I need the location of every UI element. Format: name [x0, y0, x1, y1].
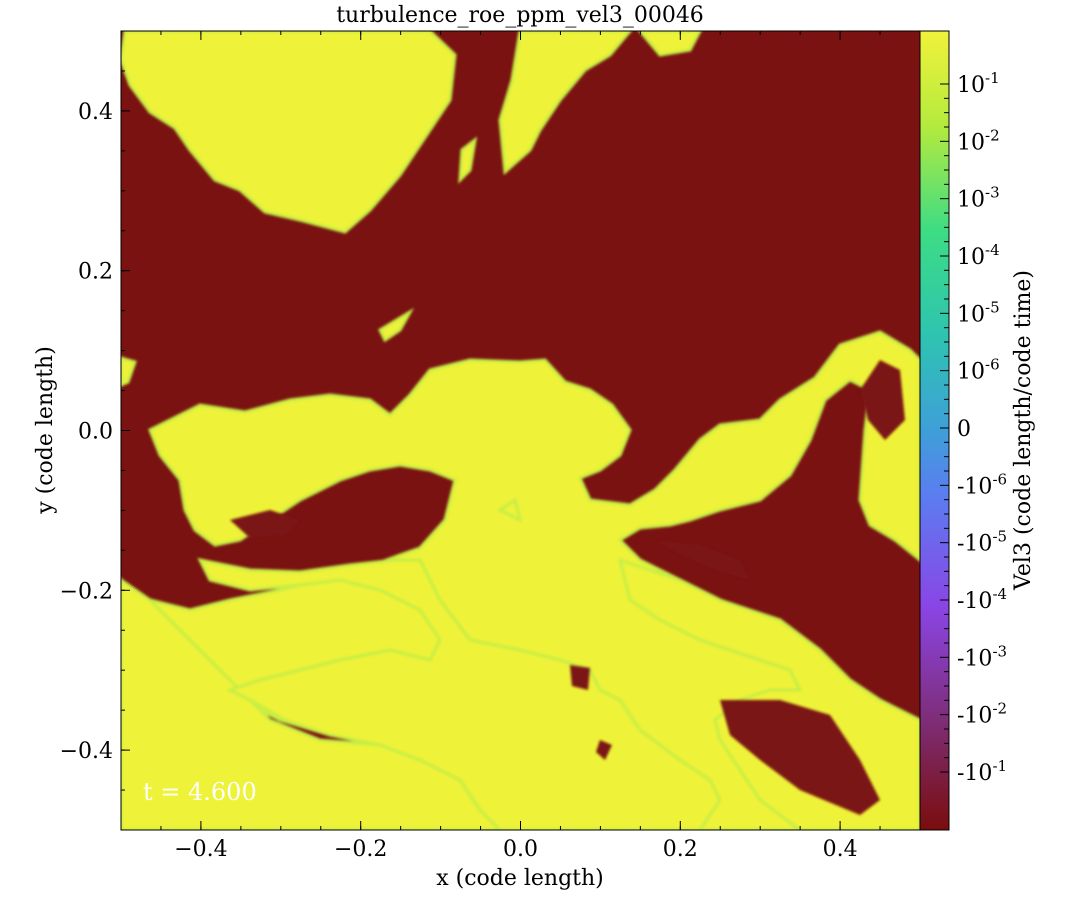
x-tick-label: 0.0 [503, 837, 538, 862]
negative-regions [230, 360, 905, 815]
heatmap-field [121, 31, 920, 830]
colorbar-ticks: 10-1 10-2 10-3 10-4 10-5 10-6 0 -10-6 -10-5 -10-4… [940, 69, 1007, 786]
x-tick-label: 0.4 [823, 837, 858, 862]
colorbar-tick-label: 10-6 [957, 356, 1000, 385]
x-tick-label: −0.2 [334, 837, 387, 862]
positive-regions [121, 31, 920, 830]
y-tick-label: 0.0 [78, 420, 113, 445]
colorbar-tick-label: 10-1 [957, 69, 1000, 98]
x-axis: −0.4 −0.2 0.0 0.2 0.4 [120, 31, 921, 862]
x-tick-label: 0.2 [663, 837, 698, 862]
colorbar-tick-label: -10-1 [957, 757, 1007, 786]
x-tick-label: −0.4 [174, 837, 227, 862]
x-axis-label: x (code length) [436, 866, 604, 891]
y-tick-label: 0.4 [78, 100, 113, 125]
colorbar [919, 30, 950, 831]
colorbar-tick-label: 10-3 [957, 184, 1000, 213]
y-axis-label: y (code length) [33, 346, 58, 515]
y-axis: −0.4 −0.2 0.0 0.2 0.4 [60, 30, 130, 831]
y-tick-label: −0.2 [60, 579, 113, 604]
colorbar-label: Vel3 (code length/code time) [1011, 270, 1036, 591]
colorbar-tick-label: -10-6 [957, 470, 1007, 499]
colorbar-tick-label: -10-5 [957, 528, 1007, 557]
y-tick-label: −0.4 [60, 739, 113, 764]
colorbar-tick-label: -10-4 [957, 585, 1007, 614]
colorbar-tick-label: 10-5 [957, 298, 1000, 327]
colorbar-tick-label: -10-3 [957, 642, 1007, 671]
y-tick-label: 0.2 [78, 260, 113, 285]
colorbar-tick-label: -10-2 [957, 700, 1007, 729]
time-annotation: t = 4.600 [143, 778, 257, 806]
colorbar-tick-label: 10-2 [957, 126, 1000, 155]
chart-title: turbulence_roe_ppm_vel3_00046 [336, 3, 704, 28]
colorbar-tick-label: 10-4 [957, 241, 1000, 270]
colorbar-tick-label: 0 [957, 417, 971, 442]
